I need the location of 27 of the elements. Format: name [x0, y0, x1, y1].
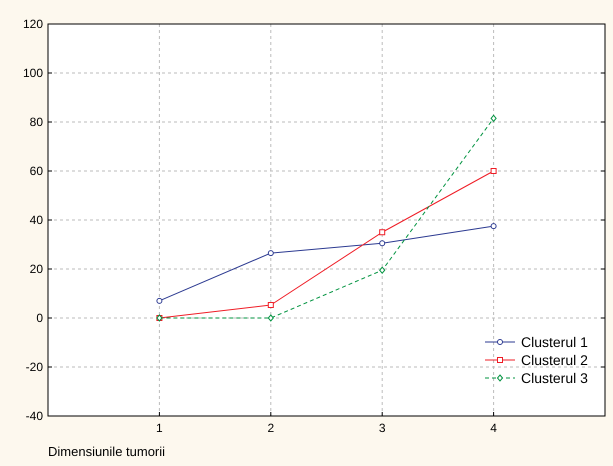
y-tick-label: 40 [30, 213, 44, 227]
point [379, 229, 386, 236]
y-tick-label: 20 [30, 262, 44, 276]
y-tick-label: 0 [36, 311, 44, 325]
x-axis-title: Dimensiunile tumorii [48, 444, 166, 459]
legend-label: Clusterul 1 [521, 334, 588, 350]
y-tick-label: -20 [26, 360, 44, 374]
y-tick-label: 100 [22, 66, 44, 80]
point [490, 168, 497, 174]
point [268, 302, 274, 308]
legend-label: Clusterul 2 [521, 352, 588, 368]
x-tick-label: 4 [490, 421, 498, 435]
point [268, 250, 274, 256]
x-tick-label: 2 [267, 421, 274, 435]
y-tick-label: 80 [30, 115, 44, 129]
x-tick-label: 3 [378, 421, 386, 435]
point [268, 314, 274, 322]
y-tick-label: -40 [26, 409, 44, 423]
point [156, 298, 162, 304]
point [490, 223, 497, 230]
point [379, 240, 386, 246]
y-tick-label: 60 [30, 164, 44, 178]
legend-label: Clusterul 3 [521, 370, 588, 386]
x-tick-label: 1 [156, 421, 164, 435]
point [379, 266, 386, 274]
y-tick-label: 120 [22, 17, 44, 31]
point [490, 114, 497, 122]
